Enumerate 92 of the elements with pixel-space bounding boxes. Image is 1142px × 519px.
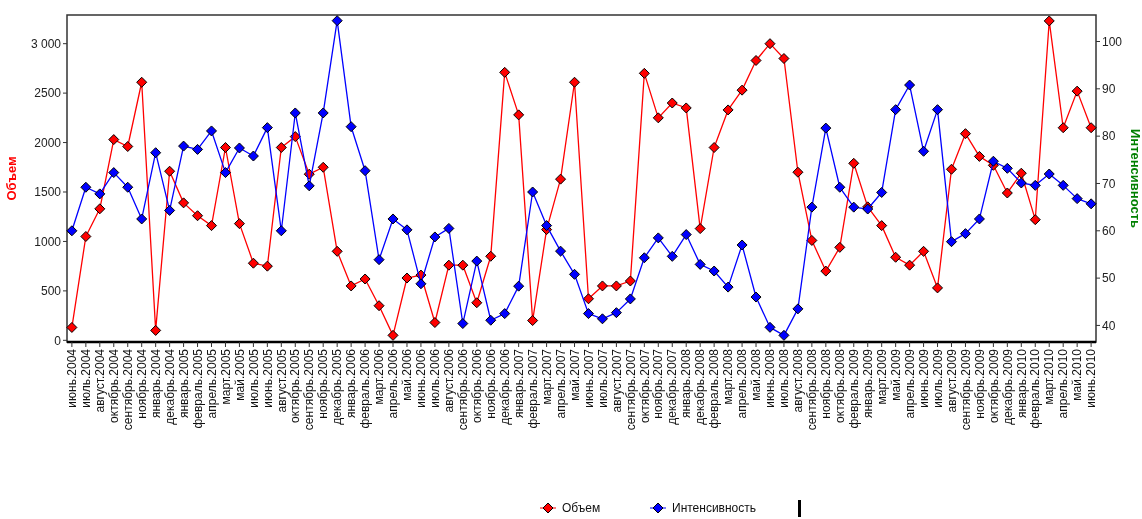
x-tick-label: июль.2006 — [428, 348, 443, 408]
x-tick-label: сентябрь.2006 — [456, 348, 471, 431]
x-tick-label: октябрь.2004 — [106, 348, 121, 423]
x-tick-label: июнь.2008 — [763, 348, 778, 408]
x-tick-label: июнь.2006 — [414, 348, 429, 408]
x-tick-label: декабрь.2004 — [162, 348, 177, 425]
x-tick-label: сентябрь.2004 — [120, 348, 135, 431]
x-tick-label: июль.2007 — [595, 348, 610, 408]
x-tick-label: декабрь.2007 — [665, 348, 680, 425]
x-tick-label: март.2009 — [874, 348, 889, 405]
y-tick-label: 1500 — [34, 185, 62, 200]
x-tick-label: октябрь.2006 — [469, 348, 484, 423]
x-tick-label: декабрь.2009 — [1000, 348, 1015, 425]
x-tick-label: ноябрь.2007 — [651, 348, 666, 419]
y-tick-label: 0 — [54, 333, 62, 348]
x-tick-label: февраль.2008 — [707, 348, 722, 429]
x-tick-label: ноябрь.2009 — [972, 348, 987, 419]
x-tick-label: январь.2005 — [176, 348, 191, 418]
x-tick-label: июль.2009 — [930, 348, 945, 408]
x-tick-label: февраль.2009 — [846, 348, 861, 429]
x-tick-label: декабрь.2006 — [497, 348, 512, 425]
y2-tick-label: 40 — [1102, 318, 1116, 333]
x-tick-label: май.2009 — [888, 348, 903, 401]
x-tick-label: март.2006 — [372, 348, 387, 405]
x-tick-label: март.2010 — [1042, 348, 1057, 405]
x-tick-label: июнь.2010 — [1084, 348, 1099, 408]
x-tick-label: январь.2007 — [511, 348, 526, 418]
x-tick-label: октябрь.2009 — [986, 348, 1001, 423]
x-tick-label: июль.2005 — [246, 348, 261, 408]
y2-tick-label: 50 — [1102, 271, 1116, 286]
x-tick-label: июль.2008 — [777, 348, 792, 408]
y2-tick-label: 90 — [1102, 82, 1116, 97]
x-tick-label: август.2004 — [93, 348, 108, 413]
x-tick-label: ноябрь.2005 — [316, 348, 331, 419]
x-tick-label: ноябрь.2008 — [819, 348, 834, 419]
x-tick-label: апрель.2009 — [902, 348, 917, 419]
x-tick-label: февраль.2006 — [358, 348, 373, 429]
x-tick-label: октябрь.2007 — [637, 348, 652, 423]
x-tick-label: декабрь.2008 — [693, 348, 708, 425]
x-tick-label: август.2008 — [791, 348, 806, 413]
x-tick-label: апрель.2007 — [553, 348, 568, 419]
x-tick-label: июль.2004 — [79, 348, 94, 408]
x-tick-label: март.2008 — [721, 348, 736, 405]
x-tick-label: январь.2006 — [344, 348, 359, 418]
x-tick-label: июнь.2007 — [581, 348, 596, 408]
x-tick-label: октябрь.2008 — [833, 348, 847, 423]
x-tick-label: май.2005 — [232, 348, 247, 401]
y-axis-title: Объем — [4, 156, 19, 201]
x-tick-label: апрель.2010 — [1056, 348, 1071, 419]
x-tick-label: декабрь.2005 — [330, 348, 345, 425]
x-tick-label: май.2006 — [400, 348, 415, 401]
x-tick-label: январь.2010 — [1014, 348, 1029, 418]
y2-tick-label: 100 — [1102, 34, 1123, 49]
x-tick-label: апрель.2005 — [204, 348, 219, 419]
x-tick-label: апрель.2006 — [386, 348, 401, 419]
x-tick-label: сентябрь.2005 — [302, 348, 317, 431]
x-tick-label: август.2009 — [944, 348, 959, 413]
y2-tick-label: 70 — [1102, 176, 1116, 191]
x-tick-label: июнь.2004 — [65, 348, 80, 408]
y2-tick-label: 60 — [1102, 223, 1116, 238]
x-tick-label: июнь.2005 — [260, 348, 275, 408]
x-tick-label: январь.2008 — [679, 348, 694, 418]
y-tick-label: 500 — [40, 284, 62, 299]
x-tick-label: август.2005 — [274, 348, 289, 413]
x-tick-label: май.2008 — [749, 348, 764, 401]
y-tick-label: 2500 — [34, 86, 62, 101]
y2-axis-title: Интенсивность — [1128, 128, 1142, 229]
x-tick-label: февраль.2005 — [190, 348, 205, 429]
x-tick-label: ноябрь.2004 — [134, 348, 149, 419]
x-tick-label: апрель.2008 — [735, 348, 750, 419]
x-tick-label: февраль.2010 — [1028, 348, 1043, 429]
y-tick-label: 1000 — [34, 234, 62, 249]
legend-label: Интенсивность — [672, 501, 757, 516]
x-tick-label: июнь.2009 — [916, 348, 931, 408]
x-tick-label: февраль.2007 — [525, 348, 540, 429]
x-tick-label: сентябрь.2009 — [958, 348, 973, 431]
x-tick-label: октябрь.2005 — [288, 348, 303, 423]
x-tick-label: январь.2009 — [860, 348, 875, 418]
y2-tick-label: 80 — [1102, 129, 1116, 144]
x-tick-label: май.2007 — [567, 348, 582, 401]
x-tick-label: август.2007 — [609, 348, 624, 413]
y-tick-label: 3 000 — [30, 36, 62, 51]
y-tick-label: 2000 — [34, 135, 62, 150]
x-tick-label: сентябрь.2007 — [623, 348, 638, 431]
x-tick-label: ноябрь.2006 — [483, 348, 498, 419]
legend-label: Объем — [562, 501, 601, 516]
x-tick-label: май.2010 — [1070, 348, 1085, 401]
x-tick-label: март.2005 — [218, 348, 233, 405]
x-tick-label: сентябрь.2008 — [805, 348, 820, 431]
x-tick-label: март.2007 — [539, 348, 554, 405]
x-tick-label: август.2006 — [442, 348, 457, 413]
x-tick-label: январь.2004 — [148, 348, 163, 418]
